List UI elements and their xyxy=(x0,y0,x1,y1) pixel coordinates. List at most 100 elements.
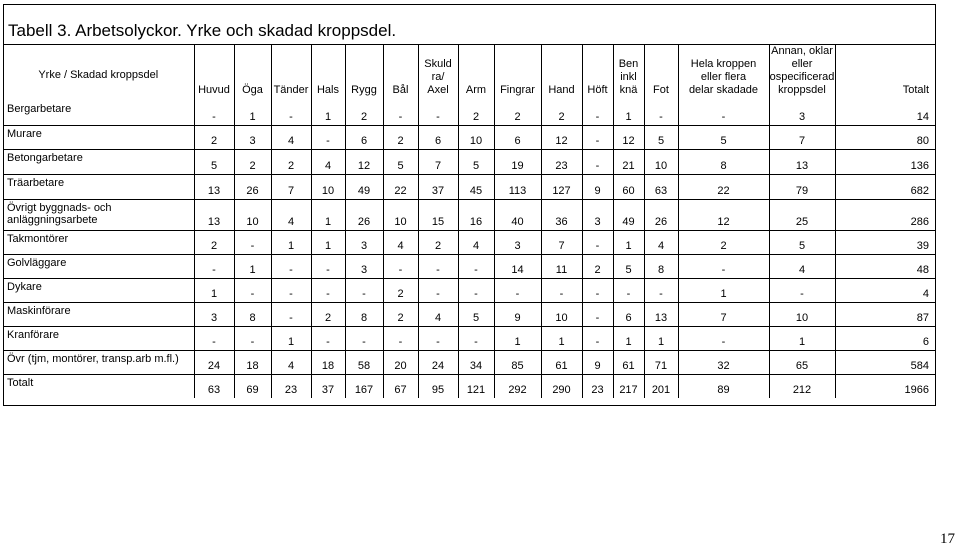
table-cell: 22 xyxy=(383,174,419,200)
column-header-line: Fot xyxy=(653,84,669,96)
table-cell: - xyxy=(582,302,614,327)
table-cell: - xyxy=(383,101,419,126)
table-cell: 80 xyxy=(835,125,935,150)
table-cell: 1 xyxy=(613,101,645,126)
row-label: Övrigt byggnads- och anläggningsarbete xyxy=(3,199,195,231)
header-row: Yrke / Skadad kroppsdel Huvud Öga Tänder Ha… xyxy=(3,45,935,101)
table-cell: 1 xyxy=(678,278,770,303)
table-cell: 10 xyxy=(311,174,346,200)
table-cell: 8 xyxy=(345,302,384,327)
column-header-line: Rygg xyxy=(351,84,377,96)
table-cell: - xyxy=(418,278,459,303)
column-header: Annan, oklar eller ospecificerad kroppsdel xyxy=(769,45,836,101)
table-cell: 5 xyxy=(613,254,645,279)
table-cell: 9 xyxy=(494,302,542,327)
table-cell: - xyxy=(582,149,614,175)
table-cell: 18 xyxy=(311,350,346,375)
column-header-line: Tänder xyxy=(273,84,309,96)
table-cell: 63 xyxy=(644,174,679,200)
column-header-line: kroppsdel xyxy=(778,84,826,96)
table-cell: 2 xyxy=(418,230,459,255)
column-header: Fot xyxy=(644,45,679,101)
table-cell: 13 xyxy=(194,199,235,231)
table-cell: - xyxy=(769,278,836,303)
table-cell: 2 xyxy=(678,230,770,255)
table-cell: 16 xyxy=(458,199,495,231)
table-cell: - xyxy=(194,101,235,126)
table-cell: 37 xyxy=(311,374,346,398)
table-cell: 87 xyxy=(835,302,935,327)
table-cell: 3 xyxy=(345,230,384,255)
table-row: Övrigt byggnads- och anläggningsarbete 13… xyxy=(3,199,935,231)
table-cell: 4 xyxy=(644,230,679,255)
table-cell: - xyxy=(194,326,235,351)
table-cell: 85 xyxy=(494,350,542,375)
column-header-line: Huvud xyxy=(198,84,230,96)
table-cell: 32 xyxy=(678,350,770,375)
column-header: Huvud xyxy=(194,45,235,101)
table-cell: 10 xyxy=(458,125,495,150)
table-cell: - xyxy=(494,278,542,303)
column-header: Hand xyxy=(541,45,583,101)
column-header-line: delar skadade xyxy=(688,84,759,96)
column-header-line: Bål xyxy=(392,84,409,96)
table-cell: 1 xyxy=(271,230,312,255)
table-cell: - xyxy=(458,278,495,303)
table-cell: 23 xyxy=(582,374,614,398)
column-header: Bål xyxy=(383,45,419,101)
row-label: Maskinförare xyxy=(3,302,195,327)
table-cell: 5 xyxy=(458,149,495,175)
table-row: Dykare 1- - - -2- - - - - - -1-4 xyxy=(3,278,935,303)
table-cell: 4 xyxy=(311,149,346,175)
column-header-line: eller xyxy=(791,58,813,70)
table-row: Maskinförare 3 8-2 8 2 4 5 9 10-6 13 7 10 87 xyxy=(3,302,935,327)
table-cell: 10 xyxy=(234,199,272,231)
table-cell: - xyxy=(458,326,495,351)
table-cell: 286 xyxy=(835,199,935,231)
row-label: Golvläggare xyxy=(3,254,195,279)
table-cell: 22 xyxy=(678,174,770,200)
table-cell: 4 xyxy=(835,278,935,303)
table-cell: 6 xyxy=(835,326,935,351)
table-cell: 1 xyxy=(311,199,346,231)
table-cell: 6 xyxy=(345,125,384,150)
table-cell: 3 xyxy=(345,254,384,279)
table-cell: 3 xyxy=(582,199,614,231)
table-cell: 58 xyxy=(345,350,384,375)
table-cell: 7 xyxy=(418,149,459,175)
table-cell: 1 xyxy=(234,101,272,126)
table-cell: 4 xyxy=(271,125,312,150)
table-cell: - xyxy=(271,302,312,327)
table-cell: 4 xyxy=(383,230,419,255)
table-cell: 1 xyxy=(769,326,836,351)
column-header-line: inkl xyxy=(620,71,637,83)
column-header: Ben inkl knä xyxy=(613,45,645,101)
table-cell: 1 xyxy=(613,326,645,351)
table-cell: 7 xyxy=(541,230,583,255)
column-header-line: Fingrar xyxy=(500,84,535,96)
table-cell: 1966 xyxy=(904,384,929,396)
table-cell: 121 xyxy=(458,374,495,398)
table-cell: 2 xyxy=(494,101,542,126)
column-header-line: Totalt xyxy=(902,84,929,96)
table-cell: - xyxy=(345,278,384,303)
table-cell: - xyxy=(458,254,495,279)
table-cell: 4 xyxy=(458,230,495,255)
row-label: Murare xyxy=(3,125,195,150)
column-header-line: Hand xyxy=(548,84,575,96)
column-header: Arm xyxy=(458,45,495,101)
row-label: Träarbetare xyxy=(3,174,195,200)
table-cell: 26 xyxy=(234,174,272,200)
table-cell: - xyxy=(582,278,614,303)
table-cell: 6 xyxy=(613,302,645,327)
table-cell: 10 xyxy=(383,199,419,231)
table-row: Totalt 63 69 23 37 167 67 95 121 292 290 23 217 201 89… xyxy=(3,374,935,398)
table-cell: 89 xyxy=(678,374,770,398)
table-cell: 49 xyxy=(345,174,384,200)
table-cell: 7 xyxy=(769,125,836,150)
table-cell: - xyxy=(383,326,419,351)
column-header-line: eller flera xyxy=(700,71,747,83)
table-cell: 201 xyxy=(644,374,679,398)
table-cell: 95 xyxy=(418,374,459,398)
table-cell: 45 xyxy=(458,174,495,200)
